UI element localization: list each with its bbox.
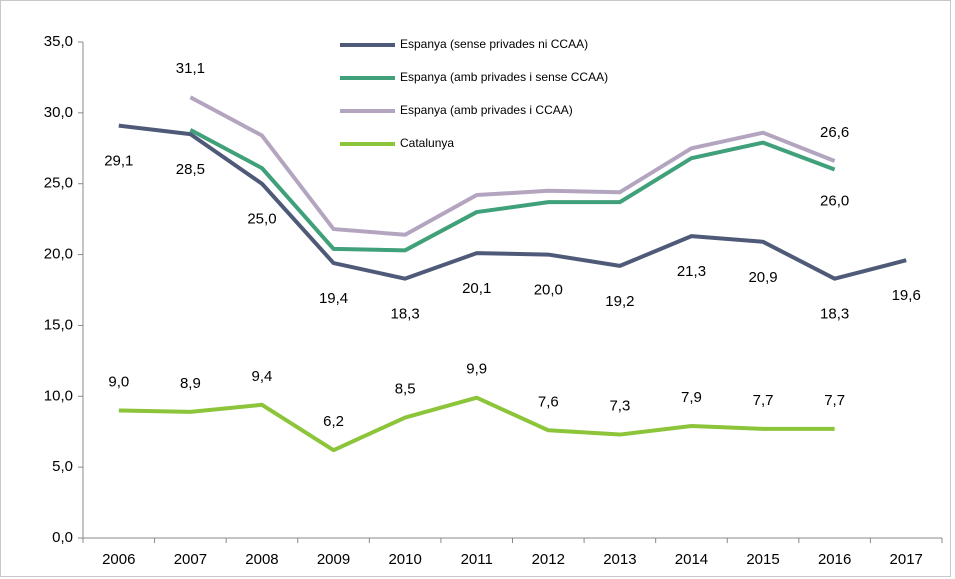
series-line <box>189 128 836 253</box>
series-line <box>189 95 836 237</box>
data-label: 7,7 <box>753 392 774 409</box>
y-tick-label: 10,0 <box>44 387 73 404</box>
data-label: 7,7 <box>824 392 845 409</box>
data-label: 9,4 <box>252 368 273 385</box>
data-label: 19,2 <box>605 293 634 310</box>
x-tick-label: 2017 <box>890 551 923 568</box>
legend-label: Catalunya <box>400 136 454 150</box>
y-tick-label: 20,0 <box>44 246 73 263</box>
data-label: 29,1 <box>104 153 133 170</box>
data-label: 9,9 <box>466 361 487 378</box>
data-label: 7,6 <box>538 393 559 410</box>
x-tick-label: 2007 <box>174 551 207 568</box>
x-tick-label: 2008 <box>245 551 278 568</box>
x-tick-label: 2010 <box>388 551 421 568</box>
x-tick-label: 2014 <box>675 551 708 568</box>
data-label: 8,5 <box>395 381 416 398</box>
data-label: 7,9 <box>681 389 702 406</box>
y-tick-label: 0,0 <box>52 529 73 546</box>
legend-label: Espanya (sense privades ni CCAA) <box>400 37 588 51</box>
x-tick-label: 2015 <box>746 551 779 568</box>
data-label: 21,3 <box>677 263 706 280</box>
data-label: 8,9 <box>180 375 201 392</box>
data-label: 20,1 <box>462 280 491 297</box>
y-tick-label: 35,0 <box>44 33 73 50</box>
data-label: 20,9 <box>748 269 777 286</box>
data-label: 25,0 <box>247 211 276 228</box>
x-tick-label: 2011 <box>461 551 493 568</box>
data-label: 28,5 <box>176 161 205 178</box>
series-line <box>118 395 835 453</box>
data-label: 18,3 <box>391 306 420 323</box>
x-tick-label: 2013 <box>603 551 636 568</box>
data-label: 7,3 <box>609 398 630 415</box>
data-label: 20,0 <box>534 282 563 299</box>
data-label: 26,6 <box>820 124 849 141</box>
legend-label: Espanya (amb privades i CCAA) <box>400 103 573 117</box>
y-tick-label: 25,0 <box>44 175 73 192</box>
x-tick-label: 2016 <box>818 551 851 568</box>
data-label: 26,0 <box>820 193 849 210</box>
x-tick-label: 2006 <box>102 551 135 568</box>
y-tick-label: 30,0 <box>44 104 73 121</box>
series-line <box>118 123 907 281</box>
x-tick-label: 2012 <box>532 551 565 568</box>
y-tick-label: 5,0 <box>52 458 73 475</box>
data-label: 31,1 <box>176 60 205 77</box>
y-tick-label: 15,0 <box>44 316 73 333</box>
data-label: 9,0 <box>108 373 129 390</box>
data-label: 19,6 <box>892 287 921 304</box>
legend-label: Espanya (amb privades i sense CCAA) <box>400 70 608 84</box>
data-label: 18,3 <box>820 306 849 323</box>
data-label: 6,2 <box>323 413 344 430</box>
x-tick-label: 2009 <box>317 551 350 568</box>
data-label: 19,4 <box>319 290 348 307</box>
